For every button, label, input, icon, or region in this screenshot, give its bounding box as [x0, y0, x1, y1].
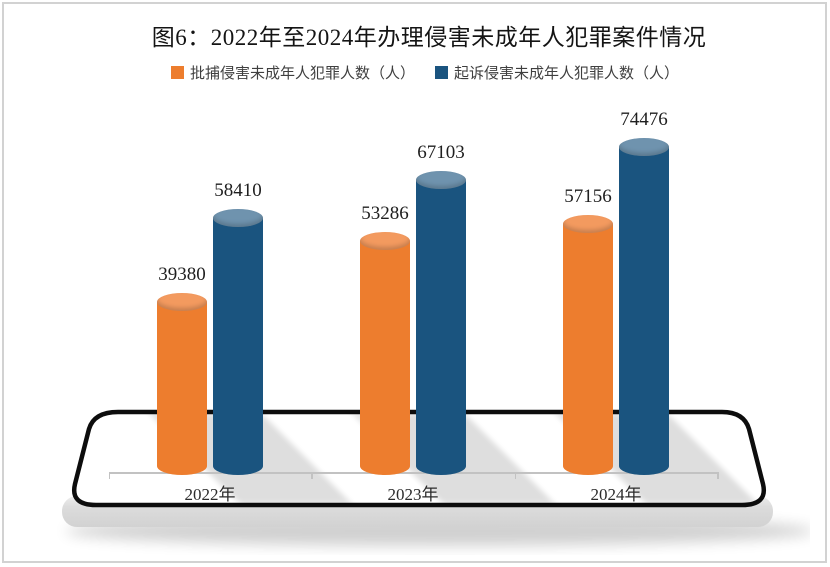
bar-value-label: 57156	[564, 186, 612, 207]
bar-cylinder-top	[416, 171, 466, 189]
bar-2023年-series-1: 67103	[416, 142, 466, 475]
legend-item-series-1: 起诉侵害未成年人犯罪人数（人）	[435, 62, 679, 83]
x-axis-line	[108, 472, 717, 474]
bar-cylinder-body	[213, 218, 263, 475]
bar-cylinder-body	[563, 224, 613, 475]
legend: 批捕侵害未成年人犯罪人数（人） 起诉侵害未成年人犯罪人数（人）	[0, 62, 830, 83]
bar-cylinder-top	[360, 232, 410, 250]
x-axis-category-label: 2022年	[184, 485, 236, 504]
bar-value-label: 74476	[620, 109, 668, 130]
bar-cylinder-top	[157, 293, 207, 311]
legend-label: 起诉侵害未成年人犯罪人数（人）	[454, 66, 680, 82]
bar-cylinder-body	[157, 302, 207, 475]
x-axis-tick	[514, 472, 516, 479]
bar-cylinder-top	[563, 215, 613, 233]
x-axis-tick	[311, 472, 313, 479]
bar-value-label: 67103	[417, 142, 465, 163]
bar-2024年-series-0: 57156	[563, 186, 613, 475]
bar-value-label: 58410	[214, 180, 262, 201]
bar-2024年-series-1: 74476	[619, 109, 669, 475]
bar-cylinder-body	[619, 147, 669, 475]
bar-cylinder-body	[360, 241, 410, 475]
legend-item-series-0: 批捕侵害未成年人犯罪人数（人）	[170, 62, 415, 83]
x-axis-category-label: 2024年	[590, 485, 642, 504]
bar-value-label: 39380	[158, 264, 206, 285]
bar-cylinder-top	[619, 138, 669, 156]
bar-value-label: 53286	[361, 203, 409, 224]
bar-2022年-series-1: 58410	[213, 180, 263, 475]
legend-swatch-icon	[170, 66, 184, 79]
legend-swatch-icon	[435, 66, 448, 79]
legend-label: 批捕侵害未成年人犯罪人数（人）	[189, 66, 415, 82]
bar-cylinder-top	[213, 209, 263, 227]
bar-2022年-series-0: 39380	[157, 264, 207, 475]
bar-2023年-series-0: 53286	[360, 203, 410, 475]
chart-title: 图6：2022年至2024年办理侵害未成年人犯罪案件情况	[151, 25, 707, 50]
x-axis-tick	[108, 472, 110, 479]
x-axis-tick	[717, 472, 719, 479]
x-axis-category-label: 2023年	[387, 485, 439, 504]
bar-cylinder-body	[416, 180, 466, 475]
